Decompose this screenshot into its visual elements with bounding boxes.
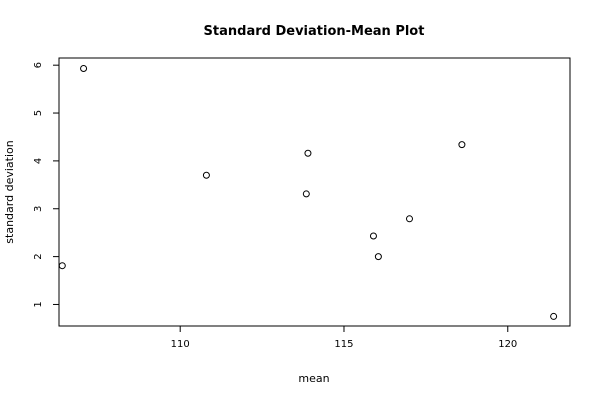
y-tick-label: 3 xyxy=(33,206,44,212)
y-tick-label: 5 xyxy=(33,110,44,116)
chart-title: Standard Deviation-Mean Plot xyxy=(204,24,425,39)
x-tick-label: 115 xyxy=(334,339,353,350)
data-point xyxy=(302,190,310,198)
data-point xyxy=(304,149,312,157)
y-axis: 1 2 3 4 5 6 xyxy=(33,62,59,308)
data-point xyxy=(202,171,210,179)
data-point xyxy=(369,232,377,240)
x-tick-label: 110 xyxy=(171,339,190,350)
x-tick-label: 120 xyxy=(498,339,517,350)
y-tick-label: 1 xyxy=(33,301,44,307)
plot-frame xyxy=(58,57,571,327)
data-point xyxy=(80,65,88,73)
y-axis-label: standard deviation xyxy=(3,140,16,243)
data-point xyxy=(58,262,66,270)
data-point xyxy=(374,253,382,261)
data-point xyxy=(458,141,466,149)
data-points xyxy=(58,65,558,320)
y-tick-label: 4 xyxy=(33,158,44,164)
data-point xyxy=(550,312,558,320)
x-axis-label: mean xyxy=(298,372,329,385)
y-tick-label: 6 xyxy=(33,62,44,68)
data-point xyxy=(405,215,413,223)
x-axis: 110 115 120 xyxy=(171,326,517,350)
y-tick-label: 2 xyxy=(33,253,44,259)
